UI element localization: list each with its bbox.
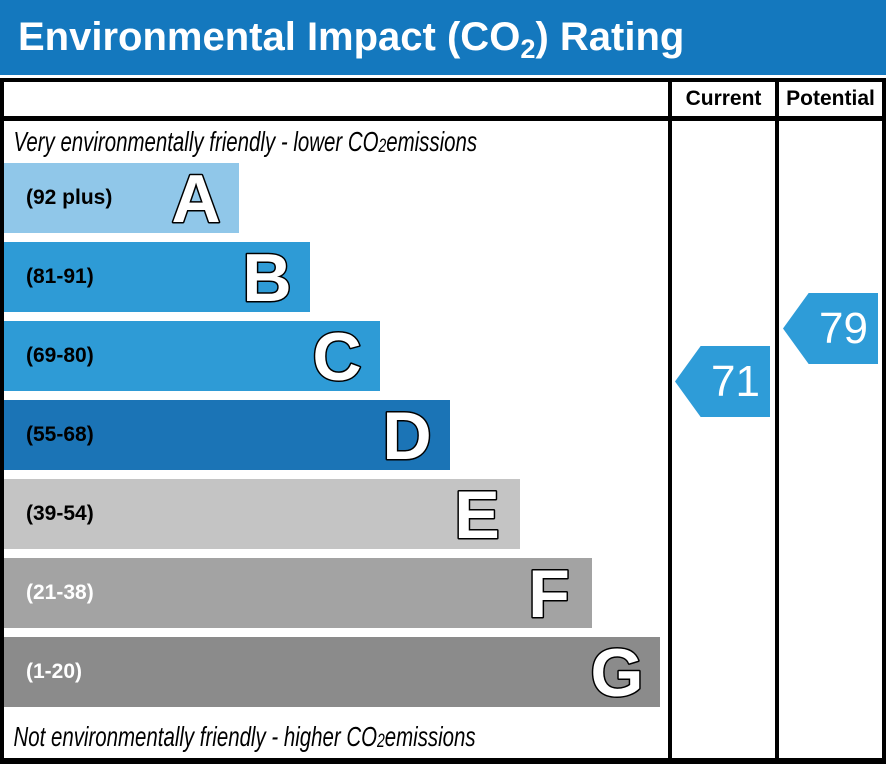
band-row-b: (81-91) B xyxy=(4,242,668,312)
band-d-range-label: (55-68) xyxy=(26,423,94,446)
band-c-range-label: (69-80) xyxy=(26,344,94,367)
band-f-letter-icon: F xyxy=(527,559,572,627)
header-spacer-cell xyxy=(4,82,668,116)
bottom-caption-subscript: 2 xyxy=(377,731,385,753)
current-rating-arrow: 71 xyxy=(675,346,770,417)
table-header-row: Current Potential xyxy=(4,82,882,121)
table-body-row: Very environmentally friendly - lower CO… xyxy=(4,121,882,758)
band-e-bar: (39-54) E xyxy=(4,479,520,549)
band-a-bar: (92 plus) A xyxy=(4,163,239,233)
chart-frame: Current Potential Very environmentally f… xyxy=(0,78,886,764)
top-caption-subscript: 2 xyxy=(378,136,387,158)
band-e-range-label: (39-54) xyxy=(26,502,94,525)
band-c-bar: (69-80) C xyxy=(4,321,380,391)
band-g-bar: (1-20) G xyxy=(4,637,660,707)
bottom-caption: Not environmentally friendly - higher CO… xyxy=(4,716,489,758)
band-c-letter-icon: C xyxy=(311,322,363,390)
bottom-caption-text: Not environmentally friendly - higher CO xyxy=(13,721,378,752)
band-a-letter-icon: A xyxy=(170,164,222,232)
band-d-bar: (55-68) D xyxy=(4,400,450,470)
current-column-header: Current xyxy=(668,82,775,116)
bands-column: Very environmentally friendly - lower CO… xyxy=(4,121,668,758)
current-column: 71 xyxy=(668,121,775,758)
chart-title-bar: Environmental Impact (CO2) Rating xyxy=(0,0,886,75)
top-caption: Very environmentally friendly - lower CO… xyxy=(4,121,489,163)
svg-text:A: A xyxy=(171,164,220,232)
top-caption-text: Very environmentally friendly - lower CO xyxy=(13,126,379,157)
svg-text:E: E xyxy=(454,480,499,548)
svg-text:D: D xyxy=(382,401,431,469)
band-g-letter-icon: G xyxy=(589,638,645,706)
current-rating-value: 71 xyxy=(711,356,760,406)
chart-title-suffix: ) Rating xyxy=(535,15,685,59)
chart-title: Environmental Impact (CO2) Rating xyxy=(18,15,685,64)
band-f-bar: (21-38) F xyxy=(4,558,592,628)
band-row-e: (39-54) E xyxy=(4,479,668,549)
band-e-letter-icon: E xyxy=(453,480,501,548)
svg-text:F: F xyxy=(528,559,570,627)
band-d-letter-icon: D xyxy=(381,401,433,469)
svg-text:C: C xyxy=(312,322,361,390)
band-row-g: (1-20) G xyxy=(4,637,668,707)
svg-text:G: G xyxy=(591,638,644,706)
chart-title-prefix: Environmental Impact (CO xyxy=(18,15,521,59)
band-row-a: (92 plus) A xyxy=(4,163,668,233)
bottom-caption-suffix: emissions xyxy=(384,721,476,752)
svg-text:B: B xyxy=(242,243,291,311)
band-b-range-label: (81-91) xyxy=(26,265,94,288)
band-row-f: (21-38) F xyxy=(4,558,668,628)
top-caption-suffix: emissions xyxy=(386,126,478,157)
band-row-d: (55-68) D xyxy=(4,400,668,470)
chart-title-subscript: 2 xyxy=(520,32,536,64)
potential-column-header: Potential xyxy=(775,82,882,116)
potential-rating-value: 79 xyxy=(819,303,868,353)
band-g-range-label: (1-20) xyxy=(26,660,83,683)
potential-column: 79 xyxy=(775,121,882,758)
potential-rating-arrow: 79 xyxy=(783,293,878,364)
band-b-letter-icon: B xyxy=(241,243,293,311)
band-f-range-label: (21-38) xyxy=(26,581,94,604)
band-a-range-label: (92 plus) xyxy=(26,186,113,209)
band-row-c: (69-80) C xyxy=(4,321,668,391)
band-b-bar: (81-91) B xyxy=(4,242,310,312)
